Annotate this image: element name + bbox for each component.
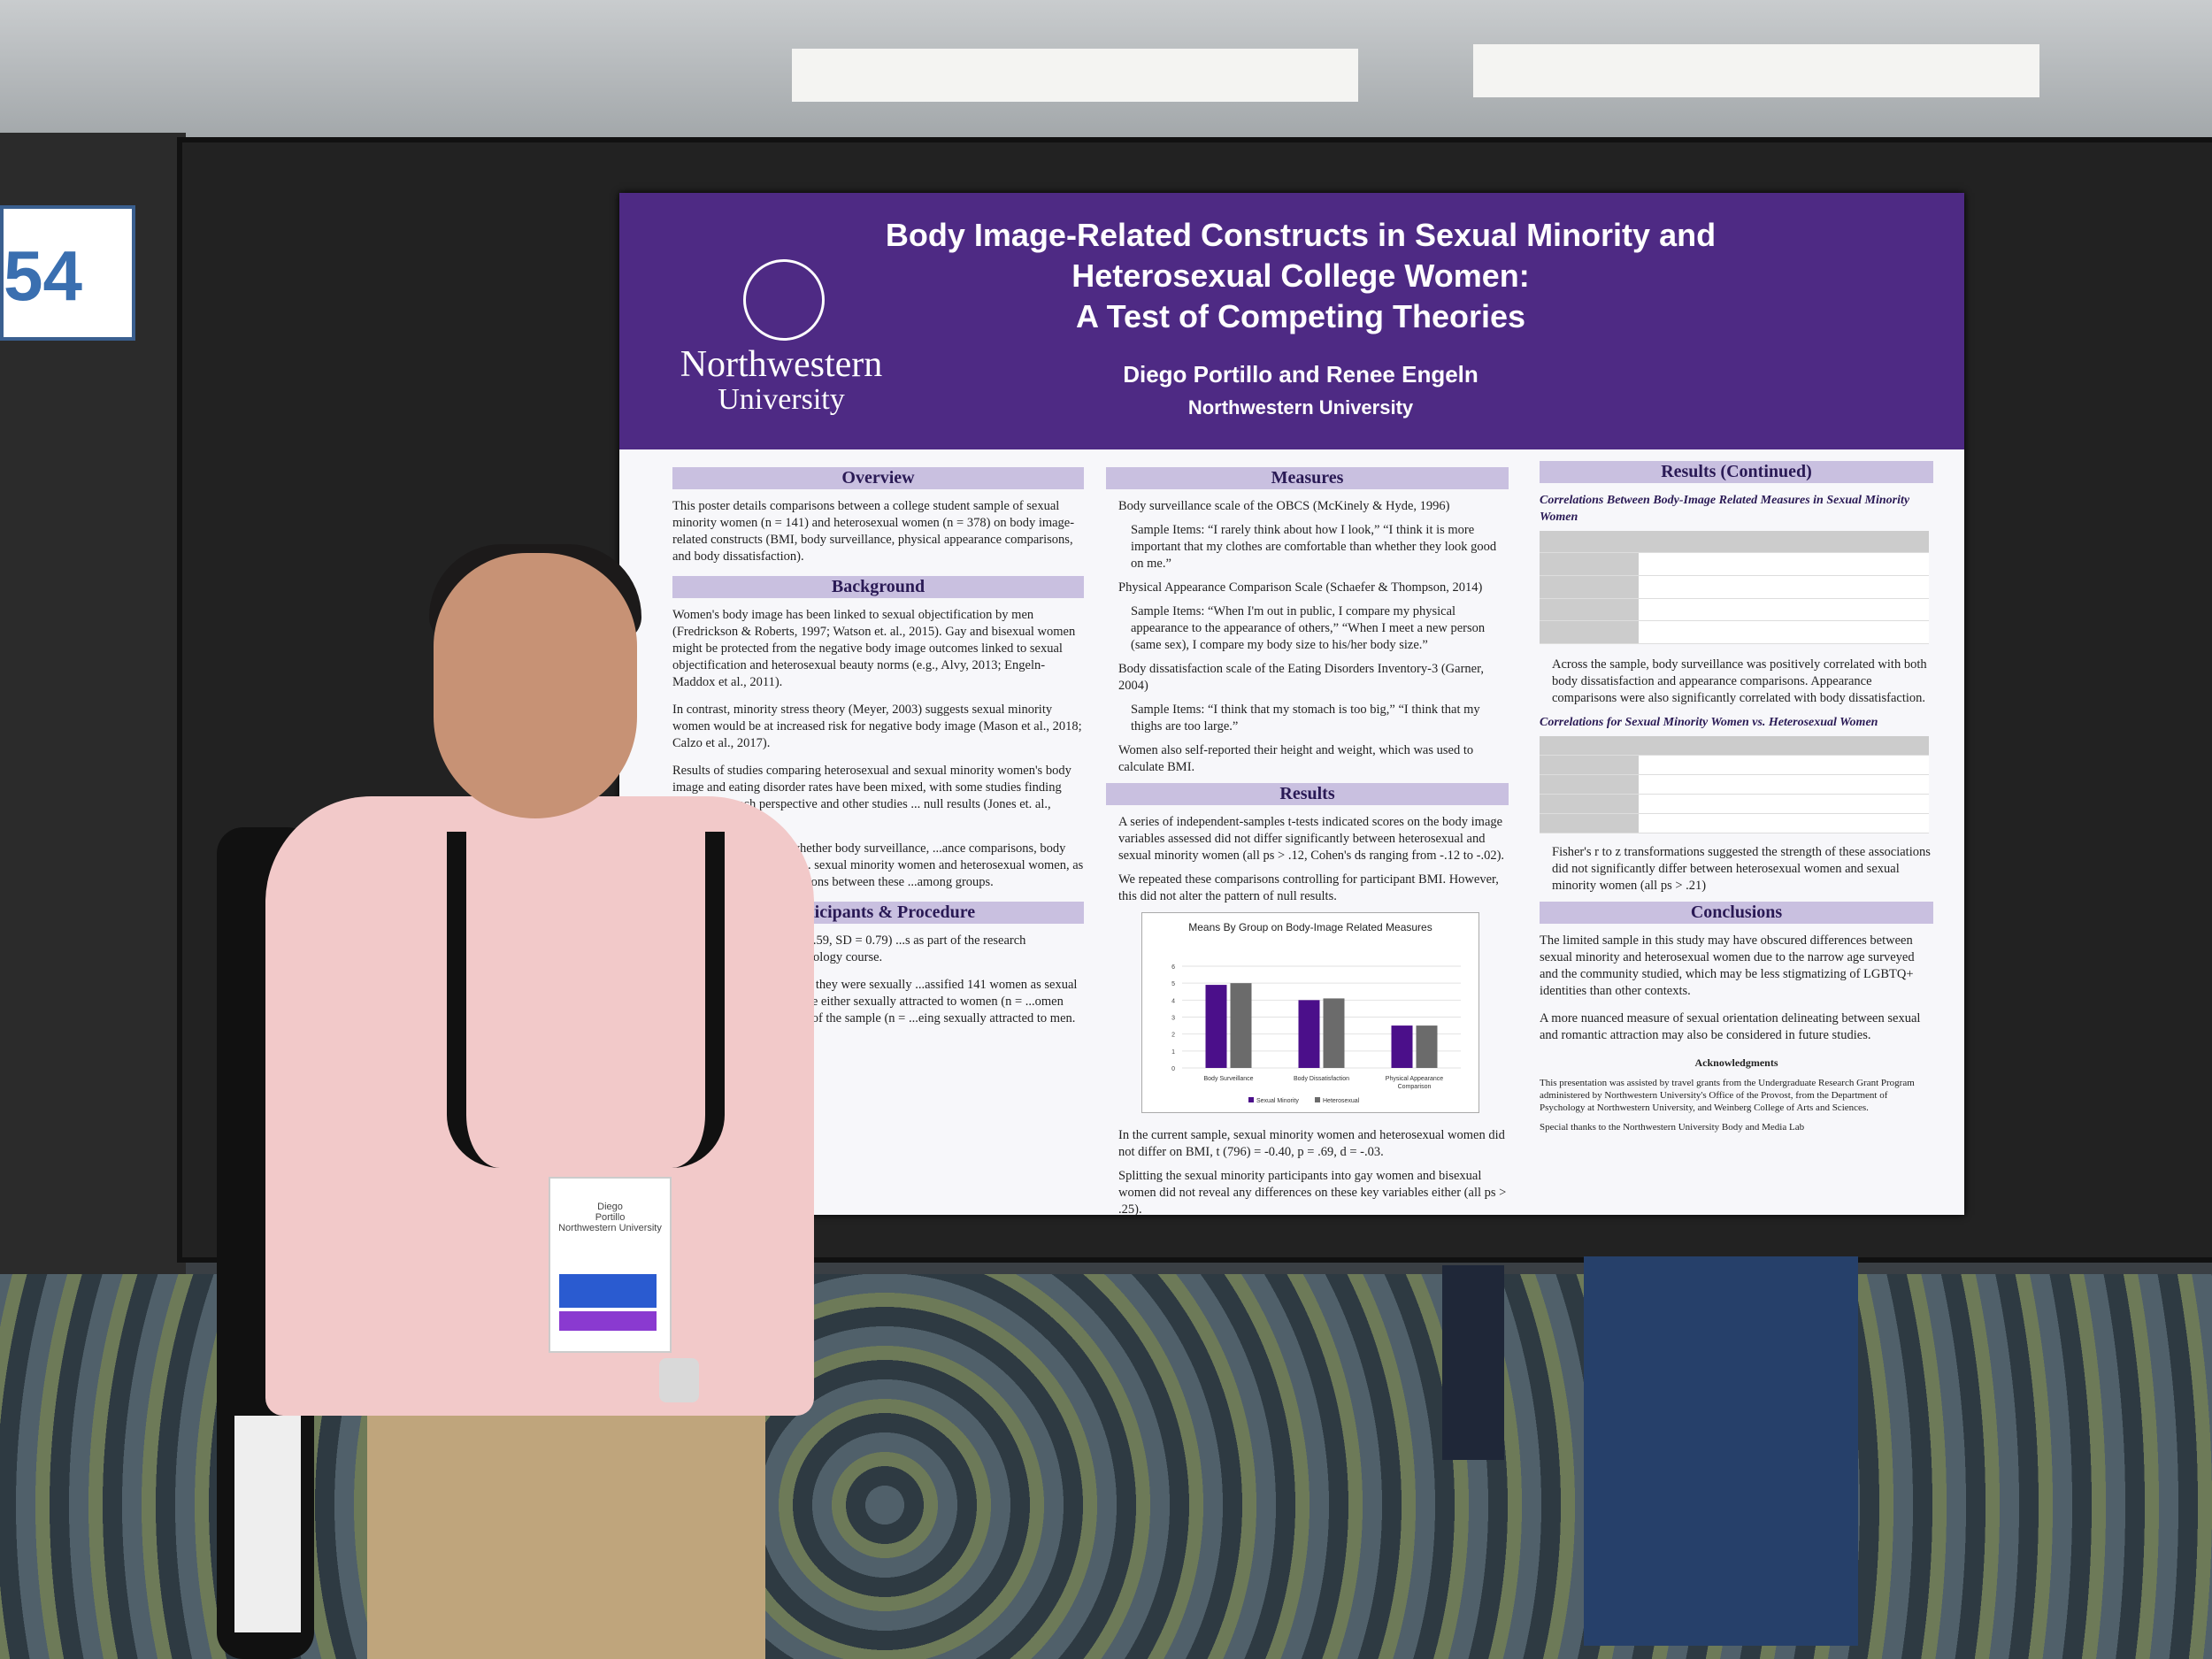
y-tick-label: 6 — [1171, 964, 1175, 971]
table-title: Correlations Between Body-Image Related … — [1540, 494, 1910, 524]
title-line-1: Body Image-Related Constructs in Sexual … — [885, 217, 1717, 253]
section-heading: Results (Continued) — [1540, 461, 1933, 483]
section-heading: Background — [672, 576, 1084, 598]
results-bullet: We repeated these comparisons controllin… — [1118, 872, 1499, 903]
title-line-2: Heterosexual College Women: — [1071, 257, 1530, 294]
bar — [1323, 998, 1345, 1068]
badge-ribbon — [559, 1311, 657, 1331]
person-pants — [367, 1380, 765, 1659]
logo-line-1: Northwestern — [680, 344, 883, 385]
measure-item: Physical Appearance Comparison Scale (Sc… — [1118, 580, 1483, 595]
logo-line-2: University — [718, 383, 845, 416]
chart-svg: 0 1 2 3 4 5 6 Body Surveillance Body Dissatisfac… — [1171, 964, 1461, 1104]
chart-title: Means By Group on Body-Image Related Mea… — [1188, 921, 1432, 933]
background-person-legs — [1442, 1265, 1504, 1460]
overview-text: This poster details comparisons between … — [672, 499, 1075, 564]
correlation-table-2 — [1540, 736, 1929, 834]
poster-column-2: Measures Body surveillance scale of the … — [1106, 460, 1509, 1225]
background-text: Results of studies comparing heterosexua… — [672, 764, 1071, 828]
y-tick-label: 4 — [1171, 998, 1175, 1004]
board-number: 54 — [4, 236, 82, 315]
poster-column-3: Results (Continued) Correlations Between… — [1540, 454, 1933, 1136]
acknowledgments-text: This presentation was assisted by travel… — [1540, 1078, 1915, 1113]
x-tick-label: Physical Appearance — [1386, 1076, 1443, 1082]
x-tick-label: Body Surveillance — [1203, 1076, 1253, 1082]
table-title: Correlations for Sexual Minority Women v… — [1540, 716, 1878, 729]
background-text: Women's body image has been linked to se… — [672, 608, 1076, 689]
background-person-legs — [1584, 1256, 1858, 1646]
acknowledgments-heading: Acknowledgments — [1694, 1056, 1778, 1069]
section-heading: Results — [1106, 783, 1509, 805]
poster-tube-cap — [234, 1416, 301, 1632]
conclusions-text: The limited sample in this study may hav… — [1540, 933, 1915, 998]
legend-label: Sexual Minority — [1256, 1098, 1299, 1104]
bar — [1391, 1025, 1413, 1068]
measure-item: Body surveillance scale of the OBCS (McK… — [1118, 499, 1450, 513]
means-chart: Means By Group on Body-Image Related Mea… — [1141, 912, 1509, 1120]
badge-last-name: Portillo — [595, 1212, 626, 1223]
results-bullet: A series of independent-samples t-tests … — [1118, 815, 1505, 863]
section-heading: Measures — [1106, 467, 1509, 489]
lanyard — [447, 832, 725, 1168]
thanks-text: Special thanks to the Northwestern Unive… — [1540, 1122, 1805, 1133]
bar — [1205, 985, 1227, 1068]
x-tick-label: Body Dissatisfaction — [1294, 1076, 1349, 1082]
y-tick-label: 1 — [1171, 1049, 1175, 1056]
y-tick-label: 0 — [1171, 1066, 1175, 1072]
measure-sample: Sample Items: “I think that my stomach i… — [1131, 703, 1480, 733]
poster-title: Body Image-Related Constructs in Sexual … — [619, 215, 1982, 337]
y-tick-label: 2 — [1171, 1033, 1175, 1039]
section-heading: Conclusions — [1540, 902, 1933, 924]
measure-item: Body dissatisfaction scale of the Eating… — [1118, 662, 1484, 693]
correlation-table-1 — [1540, 531, 1929, 644]
university-seal-icon — [743, 259, 825, 341]
board-number-sign: 54 — [0, 205, 135, 341]
legend-label: Heterosexual — [1323, 1098, 1360, 1104]
y-tick-label: 3 — [1171, 1016, 1175, 1022]
legend-swatch — [1315, 1097, 1320, 1102]
y-tick-label: 5 — [1171, 981, 1175, 987]
measure-item: Women also self-reported their height an… — [1118, 743, 1474, 774]
conclusions-text: A more nuanced measure of sexual orienta… — [1540, 1011, 1921, 1042]
section-heading: Overview — [672, 467, 1084, 489]
badge-organization: Northwestern University — [558, 1223, 662, 1233]
wristwatch — [659, 1358, 699, 1402]
results-bullet: Splitting the sexual minority participan… — [1118, 1169, 1507, 1217]
poster-authors: Diego Portillo and Renee Engeln — [1123, 361, 1479, 388]
measure-sample: Sample Items: “I rarely think about how … — [1131, 523, 1497, 571]
background-text: In contrast, minority stress theory (Mey… — [672, 703, 1082, 750]
ceiling-light — [1473, 44, 2039, 97]
title-line-3: A Test of Competing Theories — [1075, 298, 1526, 334]
person-face — [434, 553, 637, 818]
bar — [1230, 983, 1252, 1068]
bar — [1298, 1000, 1320, 1068]
results-bullet: In the current sample, sexual minority w… — [1118, 1128, 1505, 1159]
results-bullet: Fisher's r to z transformations suggeste… — [1552, 845, 1931, 893]
poster-affiliation: Northwestern University — [1187, 396, 1414, 419]
research-poster: Northwestern University Body Image-Relat… — [619, 193, 1964, 1217]
chart-frame: Means By Group on Body-Image Related Mea… — [1141, 912, 1479, 1113]
x-tick-label: Comparison — [1398, 1084, 1432, 1090]
measure-sample: Sample Items: “When I'm out in public, I… — [1131, 604, 1486, 652]
bar — [1416, 1025, 1438, 1068]
badge-first-name: Diego — [597, 1202, 623, 1212]
results-bullet: Across the sample, body surveillance was… — [1552, 657, 1927, 705]
ceiling-light — [792, 49, 1358, 102]
legend-swatch — [1248, 1097, 1254, 1102]
poster-banner: Northwestern University Body Image-Relat… — [619, 193, 1964, 449]
badge-ribbon — [559, 1274, 657, 1308]
